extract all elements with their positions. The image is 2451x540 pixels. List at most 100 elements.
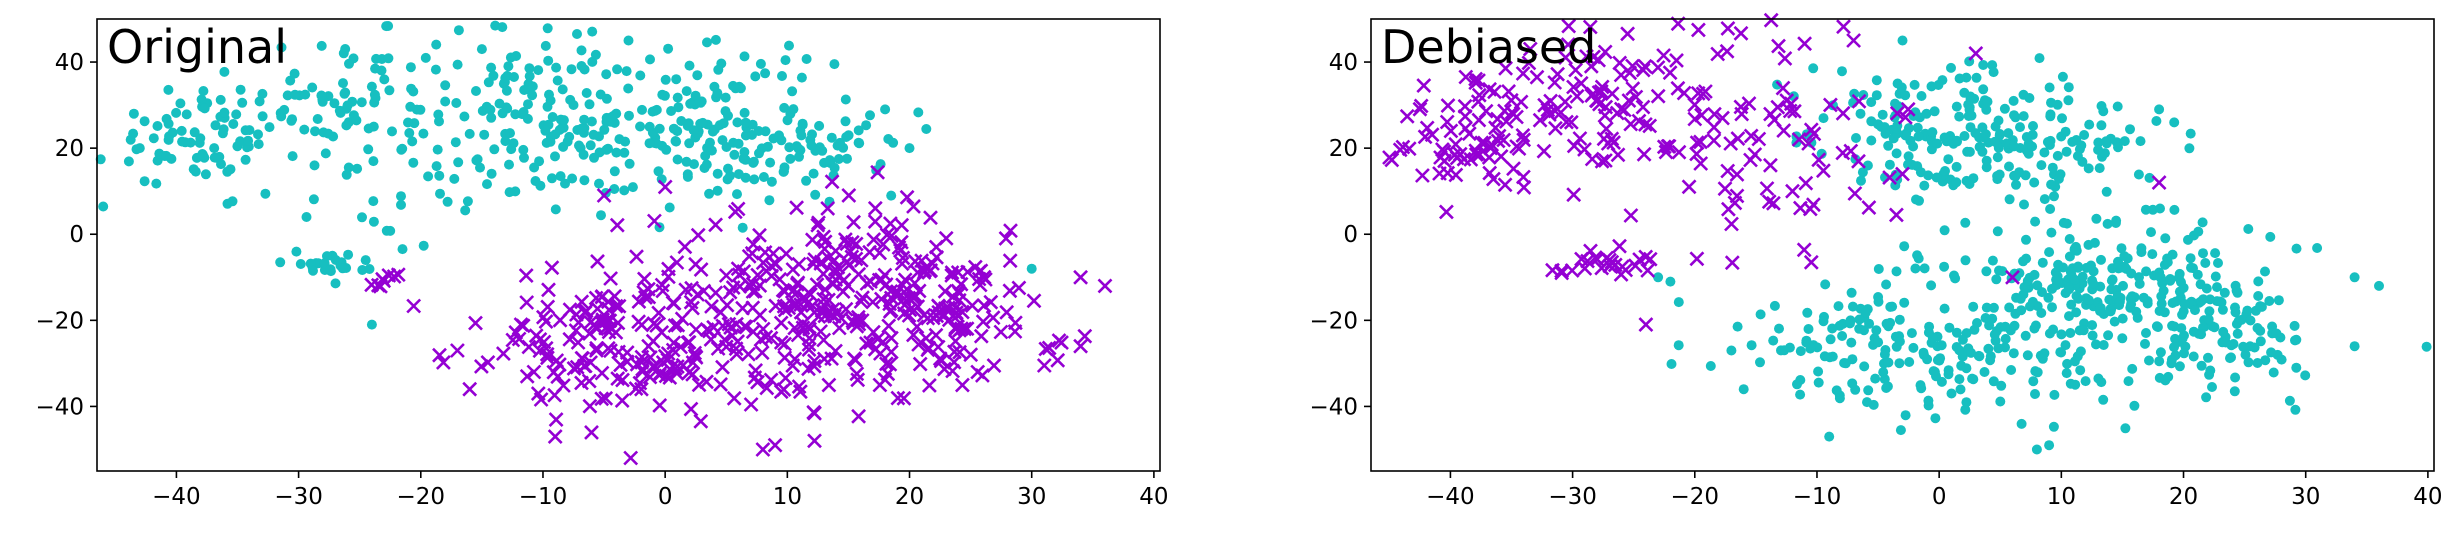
- scatter-point: [524, 71, 535, 82]
- scatter-point: [338, 78, 348, 89]
- scatter-point: [1775, 80, 1791, 96]
- scatter-point: [1786, 103, 1802, 119]
- scatter-point: [1855, 108, 1866, 119]
- scatter-point: [715, 359, 730, 375]
- scatter-point: [1933, 80, 1944, 90]
- scatter-point: [588, 129, 599, 140]
- scatter-point: [1862, 397, 1872, 408]
- scatter-point: [950, 264, 966, 280]
- scatter-point: [632, 375, 648, 391]
- scatter-point: [2039, 147, 2050, 158]
- scatter-point: [853, 125, 864, 136]
- scatter-point: [2066, 299, 2077, 310]
- scatter-point: [867, 214, 883, 230]
- scatter-point: [2116, 243, 2127, 254]
- scatter-point: [2140, 204, 2151, 215]
- scatter-point: [998, 230, 1014, 246]
- scatter-point: [519, 295, 535, 310]
- scatter-point: [1816, 148, 1827, 159]
- scatter-point: [2188, 351, 2199, 362]
- scatter-point: [1439, 114, 1455, 130]
- scatter-point: [1954, 73, 1965, 84]
- scatter-point: [196, 94, 207, 105]
- scatter-point: [1424, 127, 1440, 143]
- scatter-point: [527, 90, 538, 101]
- scatter-point: [1597, 108, 1613, 124]
- scatter-point: [1811, 152, 1827, 168]
- scatter-point: [1743, 128, 1759, 144]
- series-circles: [1653, 35, 2432, 455]
- scatter-point: [705, 137, 715, 148]
- scatter-point: [1965, 91, 1976, 102]
- scatter-point: [713, 376, 729, 392]
- scatter-point: [831, 320, 847, 336]
- scatter-point: [1036, 358, 1052, 373]
- scatter-point: [895, 277, 911, 293]
- scatter-point: [476, 44, 487, 55]
- scatter-point: [509, 72, 519, 82]
- scatter-point: [1474, 135, 1490, 151]
- scatter-point: [1573, 75, 1589, 91]
- scatter-point: [1676, 85, 1692, 101]
- scatter-point: [693, 413, 709, 429]
- scatter-point: [2014, 268, 2025, 279]
- scatter-point: [1978, 60, 1989, 70]
- scatter-point: [1895, 425, 1906, 436]
- scatter-point: [1792, 200, 1808, 216]
- scatter-point: [890, 390, 906, 406]
- scatter-point: [2271, 328, 2282, 339]
- scatter-point: [1862, 160, 1873, 171]
- scatter-point: [1614, 259, 1630, 275]
- scatter-point: [1785, 183, 1800, 199]
- scatter-point: [2252, 323, 2263, 333]
- scatter-point: [533, 65, 544, 76]
- scatter-point: [883, 344, 899, 360]
- scatter-point: [611, 298, 627, 314]
- scatter-point: [2027, 296, 2038, 307]
- scatter-point: [1693, 134, 1708, 150]
- scatter-point: [586, 116, 597, 127]
- scatter-point: [1801, 335, 1812, 346]
- scatter-point: [726, 390, 742, 406]
- scatter-point: [2256, 301, 2267, 312]
- scatter-point: [1771, 38, 1786, 54]
- scatter-point: [300, 89, 311, 100]
- scatter-point: [1515, 169, 1531, 185]
- scatter-point: [2240, 349, 2251, 360]
- scatter-point: [1980, 313, 1991, 323]
- scatter-point: [1666, 359, 1677, 369]
- scatter-point: [279, 104, 290, 115]
- scatter-point: [2093, 137, 2104, 148]
- scatter-point: [953, 321, 969, 337]
- scatter-point: [1002, 283, 1018, 299]
- scatter-point: [406, 298, 422, 314]
- scatter-point: [2203, 314, 2214, 325]
- scatter-point: [527, 81, 538, 92]
- scatter-point: [1582, 19, 1598, 35]
- scatter-point: [2289, 320, 2300, 331]
- scatter-point: [1636, 146, 1652, 162]
- scatter-point: [1774, 323, 1784, 334]
- scatter-point: [1916, 91, 1927, 101]
- scatter-point: [2212, 282, 2222, 293]
- scatter-point: [730, 83, 741, 94]
- scatter-point: [948, 321, 964, 337]
- scatter-point: [2162, 257, 2173, 268]
- scatter-point: [523, 99, 533, 110]
- scatter-point: [2123, 376, 2134, 387]
- scatter-point: [741, 248, 757, 264]
- scatter-point: [1777, 50, 1793, 66]
- scatter-point: [2091, 339, 2101, 350]
- scatter-point: [2109, 316, 2120, 327]
- scatter-point: [1665, 276, 1676, 287]
- y-axis: −40 −20 0 20 40: [1309, 50, 1371, 420]
- scatter-point: [763, 372, 779, 388]
- scatter-point: [773, 334, 789, 350]
- scatter-point: [636, 271, 652, 287]
- scatter-point: [2009, 320, 2020, 331]
- scatter-point: [1813, 366, 1824, 377]
- scatter-point: [1999, 103, 2010, 114]
- scatter-point: [1437, 153, 1452, 169]
- scatter-point: [2096, 120, 2107, 131]
- scatter-point: [1741, 96, 1757, 112]
